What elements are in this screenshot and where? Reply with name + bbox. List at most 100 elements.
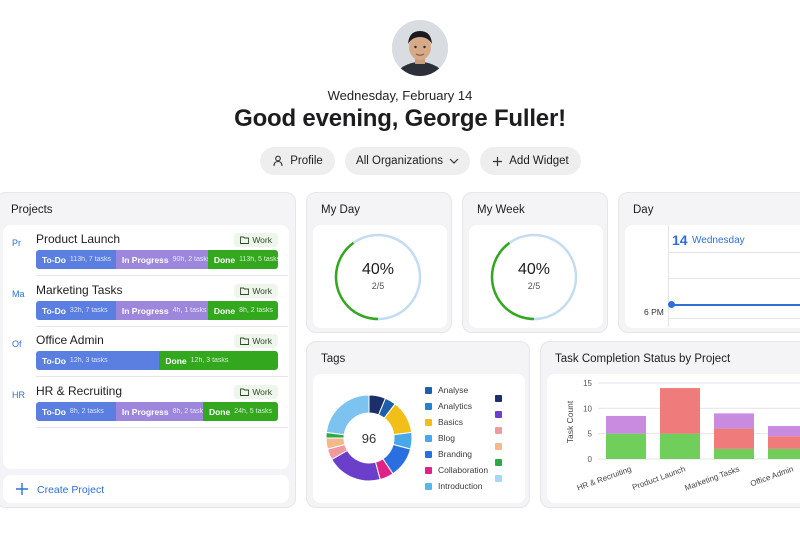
hour-label: 6 PM xyxy=(644,307,664,317)
project-row[interactable]: HR HR & Recruiting Work To-Do 8h, 2 tasks In … xyxy=(12,379,278,424)
project-status-bar[interactable]: To-Do 12h, 3 tasks Done 12h, 3 tasks xyxy=(36,351,278,370)
segment-meta: 113h, 5 tasks xyxy=(239,256,278,263)
project-status-bar[interactable]: To-Do 32h, 7 tasks In Progress 4h, 1 tasks D… xyxy=(36,301,278,320)
x-tick-label: Product Launch xyxy=(631,464,687,492)
legend-item[interactable]: Analytics xyxy=(425,401,472,411)
segment-label: In Progress xyxy=(121,406,169,417)
status-segment-prog[interactable]: In Progress 4h, 1 tasks xyxy=(115,301,208,320)
status-segment-todo[interactable]: To-Do 8h, 2 tasks xyxy=(36,402,116,421)
bar-segment[interactable] xyxy=(606,415,646,434)
tags-total: 96 xyxy=(361,431,377,446)
my-day-progress-arc xyxy=(334,233,422,321)
status-segment-todo[interactable]: To-Do 12h, 3 tasks xyxy=(36,351,160,370)
day-number[interactable]: 14 xyxy=(672,232,688,248)
bar-segment[interactable] xyxy=(660,433,700,459)
my-day-percent: 40% xyxy=(361,261,395,278)
legend-swatch[interactable] xyxy=(495,411,502,418)
legend-swatch[interactable] xyxy=(495,475,502,482)
legend-label: Introduction xyxy=(438,481,483,491)
project-badge: Of xyxy=(12,339,22,349)
x-tick-label: HR & Recruiting xyxy=(576,464,633,492)
status-segment-prog[interactable]: In Progress 90h, 2 tasks xyxy=(115,250,208,269)
legend-swatch[interactable] xyxy=(495,395,502,402)
legend-item[interactable]: Collaboration xyxy=(425,465,488,475)
bar-segment[interactable] xyxy=(768,448,800,459)
legend-swatch[interactable] xyxy=(495,459,502,466)
project-row[interactable]: Of Office Admin Work To-Do 12h, 3 tasks Done 1… xyxy=(12,328,278,373)
legend-item[interactable]: Analyse xyxy=(425,385,468,395)
my-day-card: My Day xyxy=(306,192,452,333)
current-date: Wednesday, February 14 xyxy=(327,88,473,103)
segment-label: Done xyxy=(213,254,236,265)
bar-segment[interactable] xyxy=(714,413,754,429)
organization-dropdown[interactable]: All Organizations xyxy=(345,147,470,175)
my-day-title: My Day xyxy=(321,204,360,216)
legend-swatch[interactable] xyxy=(495,427,502,434)
chevron-down-icon xyxy=(449,158,459,164)
legend-item[interactable]: Branding xyxy=(425,449,472,459)
bar-segment[interactable] xyxy=(768,426,800,437)
bar-segment[interactable] xyxy=(714,428,754,449)
project-status-bar[interactable]: To-Do 113h, 7 tasks In Progress 90h, 2 task… xyxy=(36,250,278,269)
segment-meta: 8h, 2 tasks xyxy=(239,307,273,314)
create-project-button[interactable]: Create Project xyxy=(3,475,289,503)
legend-item[interactable]: Basics xyxy=(425,417,463,427)
project-tag[interactable]: Work xyxy=(234,385,278,399)
segment-meta: 24h, 5 tasks xyxy=(234,408,272,415)
folder-icon xyxy=(240,337,250,345)
donut-slice[interactable] xyxy=(325,394,370,436)
project-badge: Ma xyxy=(12,289,25,299)
segment-meta: 8h, 2 tasks xyxy=(172,408,203,415)
segment-meta: 113h, 7 tasks xyxy=(69,256,112,263)
project-row[interactable]: Pr Product Launch Work To-Do 113h, 7 tasks In… xyxy=(12,227,278,272)
legend-item[interactable]: Blog xyxy=(425,433,455,443)
bar-segment[interactable] xyxy=(768,436,800,449)
segment-label: To-Do xyxy=(42,355,66,366)
day-name[interactable]: Wednesday xyxy=(692,235,745,246)
status-segment-todo[interactable]: To-Do 32h, 7 tasks xyxy=(36,301,116,320)
project-tag[interactable]: Work xyxy=(234,334,278,348)
projects-title: Projects xyxy=(11,204,53,216)
legend-swatch[interactable] xyxy=(495,443,502,450)
project-row[interactable]: Ma Marketing Tasks Work To-Do 32h, 7 tasks In… xyxy=(12,278,278,323)
segment-label: Done xyxy=(213,305,236,316)
project-name[interactable]: Marketing Tasks xyxy=(36,283,123,297)
legend-item[interactable]: Introduction xyxy=(425,481,482,491)
my-week-title: My Week xyxy=(477,204,525,216)
project-name[interactable]: HR & Recruiting xyxy=(36,384,123,398)
add-widget-button[interactable]: Add Widget xyxy=(480,147,581,175)
project-name[interactable]: Product Launch xyxy=(36,232,121,246)
organization-label: All Organizations xyxy=(356,155,443,167)
x-tick-label: Marketing Tasks xyxy=(683,464,740,492)
status-segment-done[interactable]: Done 12h, 3 tasks xyxy=(159,351,278,370)
segment-label: To-Do xyxy=(42,254,66,265)
segment-label: In Progress xyxy=(121,254,169,265)
status-segment-todo[interactable]: To-Do 113h, 7 tasks xyxy=(36,250,116,269)
y-tick-label: 0 xyxy=(588,455,593,464)
my-week-progress-ring xyxy=(490,233,578,321)
status-segment-done[interactable]: Done 113h, 5 tasks xyxy=(207,250,278,269)
bar-segment[interactable] xyxy=(606,433,646,459)
legend-swatch xyxy=(425,418,432,426)
profile-button[interactable]: Profile xyxy=(260,147,335,175)
project-tag[interactable]: Work xyxy=(234,233,278,247)
legend-label: Collaboration xyxy=(438,465,489,475)
legend-swatch xyxy=(425,482,432,490)
segment-meta: 12h, 3 tasks xyxy=(69,357,108,364)
bar-segment[interactable] xyxy=(660,388,700,434)
project-tag[interactable]: Work xyxy=(234,284,278,298)
legend-label: Analytics xyxy=(438,401,473,411)
project-name[interactable]: Office Admin xyxy=(36,333,104,347)
status-segment-done[interactable]: Done 24h, 5 tasks xyxy=(202,402,278,421)
project-badge: HR xyxy=(12,390,25,400)
avatar[interactable] xyxy=(392,20,448,76)
y-tick-label: 10 xyxy=(583,404,592,413)
day-calendar-card: Day xyxy=(618,192,800,333)
project-badge: Pr xyxy=(12,238,21,248)
status-segment-done[interactable]: Done 8h, 2 tasks xyxy=(207,301,278,320)
bar-segment[interactable] xyxy=(714,448,754,459)
row-divider xyxy=(36,427,288,428)
